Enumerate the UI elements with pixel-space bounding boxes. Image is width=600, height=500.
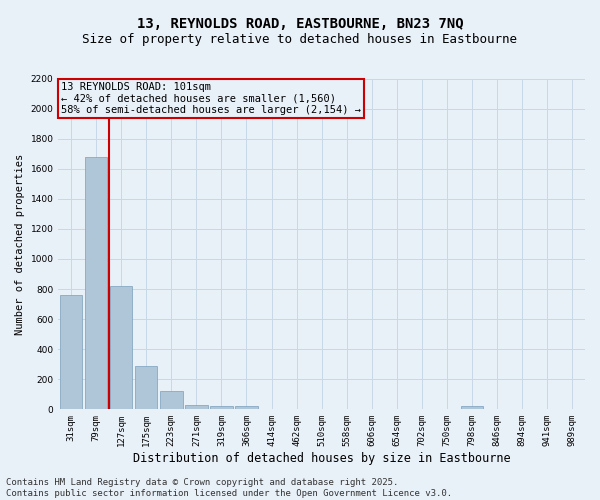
Y-axis label: Number of detached properties: Number of detached properties bbox=[15, 154, 25, 334]
Bar bbox=[185, 405, 208, 409]
Bar bbox=[461, 406, 484, 409]
Text: 13, REYNOLDS ROAD, EASTBOURNE, BN23 7NQ: 13, REYNOLDS ROAD, EASTBOURNE, BN23 7NQ bbox=[137, 18, 463, 32]
Bar bbox=[110, 286, 133, 410]
Bar bbox=[210, 406, 233, 409]
Text: Contains HM Land Registry data © Crown copyright and database right 2025.
Contai: Contains HM Land Registry data © Crown c… bbox=[6, 478, 452, 498]
Bar bbox=[135, 366, 157, 410]
Bar bbox=[59, 295, 82, 410]
Bar bbox=[235, 406, 258, 410]
Text: Size of property relative to detached houses in Eastbourne: Size of property relative to detached ho… bbox=[83, 32, 517, 46]
Text: 13 REYNOLDS ROAD: 101sqm
← 42% of detached houses are smaller (1,560)
58% of sem: 13 REYNOLDS ROAD: 101sqm ← 42% of detach… bbox=[61, 82, 361, 115]
Bar bbox=[85, 156, 107, 410]
X-axis label: Distribution of detached houses by size in Eastbourne: Distribution of detached houses by size … bbox=[133, 452, 511, 465]
Bar bbox=[160, 392, 182, 409]
